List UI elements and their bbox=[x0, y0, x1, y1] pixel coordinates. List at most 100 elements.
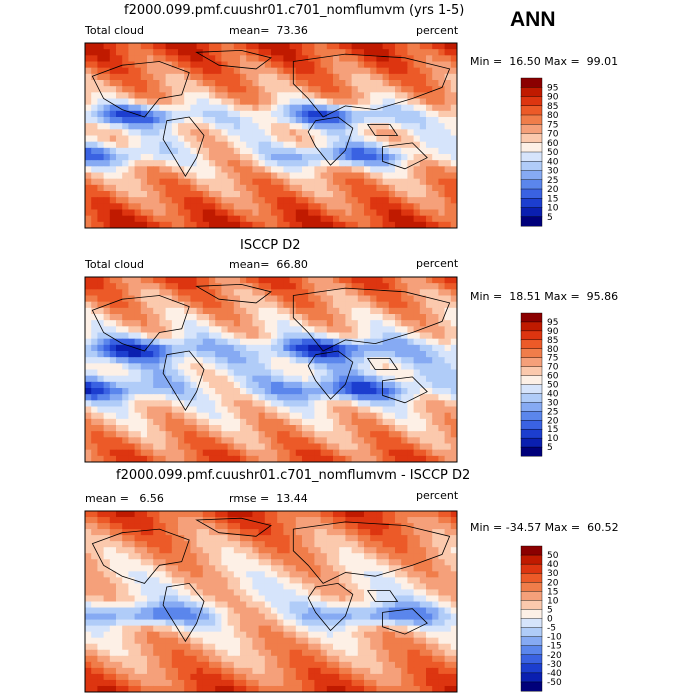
map-cell bbox=[103, 565, 111, 572]
map-cell bbox=[184, 55, 191, 62]
map-cell bbox=[184, 375, 191, 383]
map-cell bbox=[364, 351, 371, 358]
map-cell bbox=[364, 191, 371, 198]
map-cell bbox=[97, 129, 105, 136]
map-cell bbox=[351, 601, 359, 609]
map-cell bbox=[438, 437, 446, 444]
map-cell bbox=[376, 314, 384, 321]
map-cell bbox=[240, 449, 247, 457]
map-cell bbox=[271, 455, 278, 463]
map-cell bbox=[134, 381, 142, 389]
map-cell bbox=[165, 338, 173, 346]
map-cell bbox=[450, 301, 458, 309]
map-cell bbox=[401, 583, 408, 590]
map-cell bbox=[227, 583, 235, 590]
map-cell bbox=[128, 571, 136, 578]
map-cell bbox=[91, 289, 98, 296]
map-cell bbox=[326, 369, 334, 377]
map-cell bbox=[376, 320, 384, 327]
map-cell bbox=[209, 583, 216, 590]
map-cell bbox=[122, 221, 129, 229]
map-cell bbox=[134, 67, 142, 75]
map-cell bbox=[289, 583, 297, 590]
map-cell bbox=[277, 619, 284, 627]
map-cell bbox=[178, 559, 185, 566]
map-cell bbox=[109, 517, 117, 524]
map-cell bbox=[264, 117, 272, 124]
map-cell bbox=[295, 49, 303, 56]
map-cell bbox=[85, 147, 92, 155]
map-cell bbox=[103, 215, 111, 223]
map-cell bbox=[184, 184, 191, 192]
map-cell bbox=[116, 98, 123, 106]
map-cell bbox=[376, 277, 384, 284]
map-cell bbox=[357, 613, 365, 621]
map-cell bbox=[444, 117, 452, 124]
map-cell bbox=[134, 425, 142, 432]
map-cell bbox=[202, 595, 210, 602]
map-cell bbox=[302, 601, 309, 609]
map-cell bbox=[103, 601, 111, 609]
map-cell bbox=[165, 607, 173, 615]
map-cell bbox=[91, 320, 98, 327]
map-cell bbox=[165, 595, 173, 602]
map-cell bbox=[333, 553, 340, 560]
map-cell bbox=[401, 283, 408, 290]
map-cell bbox=[190, 209, 198, 217]
map-cell bbox=[196, 541, 204, 548]
map-cell bbox=[271, 547, 278, 554]
map-cell bbox=[134, 314, 142, 321]
map-cell bbox=[370, 583, 377, 590]
map-cell bbox=[171, 553, 179, 560]
map-cell bbox=[202, 369, 210, 377]
map-cell bbox=[308, 394, 315, 401]
map-cell bbox=[333, 295, 340, 303]
map-cell bbox=[128, 191, 136, 198]
map-cell bbox=[85, 547, 92, 554]
map-cell bbox=[147, 589, 154, 596]
map-cell bbox=[283, 523, 291, 530]
map-cell bbox=[190, 110, 198, 118]
map-cell bbox=[116, 289, 123, 296]
map-cell bbox=[128, 577, 136, 584]
map-cell bbox=[345, 338, 353, 346]
map-cell bbox=[190, 571, 198, 578]
map-cell bbox=[85, 314, 92, 321]
map-cell bbox=[364, 197, 371, 204]
map-cell bbox=[122, 406, 129, 414]
map-cell bbox=[283, 443, 291, 451]
map-cell bbox=[97, 197, 105, 204]
map-cell bbox=[233, 117, 241, 124]
map-cell bbox=[364, 443, 371, 451]
map-cell bbox=[271, 631, 278, 639]
map-cell bbox=[221, 523, 229, 530]
map-cell bbox=[159, 307, 167, 315]
map-cell bbox=[382, 123, 390, 130]
map-cell bbox=[407, 595, 415, 602]
map-cell bbox=[376, 154, 384, 161]
map-cell bbox=[122, 123, 129, 130]
map-cell bbox=[134, 166, 142, 173]
map-cell bbox=[333, 443, 340, 451]
map-cell bbox=[283, 92, 291, 99]
map-cell bbox=[339, 541, 346, 548]
map-cell bbox=[351, 363, 359, 370]
map-cell bbox=[450, 431, 458, 438]
map-cell bbox=[246, 172, 253, 180]
map-cell bbox=[345, 344, 353, 352]
map-cell bbox=[426, 338, 433, 346]
map-cell bbox=[345, 320, 353, 327]
map-cell bbox=[395, 394, 402, 401]
map-cell bbox=[283, 80, 291, 87]
map-cell bbox=[97, 443, 105, 451]
map-cell bbox=[116, 369, 123, 377]
map-cell bbox=[103, 541, 111, 548]
map-cell bbox=[357, 601, 365, 609]
map-cell bbox=[450, 123, 458, 130]
map-cell bbox=[395, 388, 402, 395]
map-cell bbox=[209, 394, 216, 401]
map-cell bbox=[426, 455, 433, 463]
map-cell bbox=[345, 601, 353, 609]
map-cell bbox=[271, 314, 278, 321]
map-cell bbox=[302, 197, 309, 204]
